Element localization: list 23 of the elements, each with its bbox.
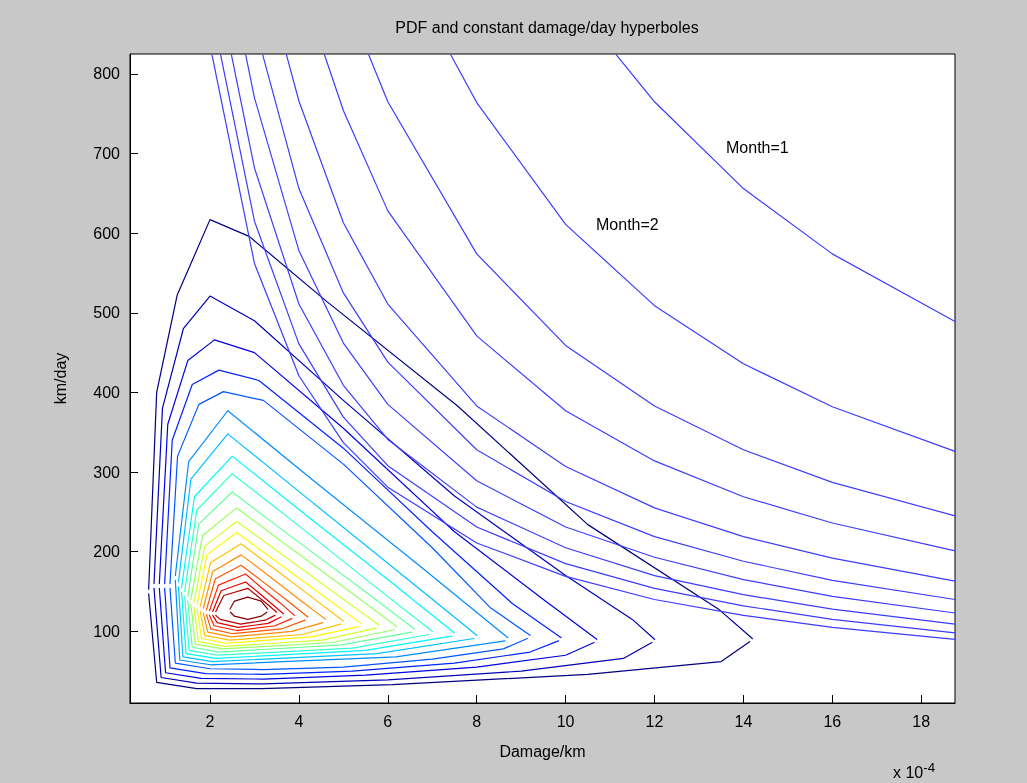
annotation: Month=1 [726, 138, 789, 158]
x-tick-label: 2 [205, 712, 215, 730]
y-tick-label: 100 [93, 622, 121, 640]
chart-title: PDF and constant damage/day hyperboles [395, 18, 699, 36]
x-tick-label: 6 [383, 712, 393, 730]
y-tick-label: 600 [93, 224, 121, 242]
x-tick-label: 16 [823, 712, 842, 730]
y-tick-label: 400 [93, 383, 121, 401]
y-tick-label: 300 [93, 463, 121, 481]
x-axis-title: Damage/km [499, 742, 586, 760]
y-tick-label: 200 [93, 543, 121, 561]
x-tick-label: 8 [472, 712, 482, 730]
y-tick-label: 800 [93, 65, 121, 83]
x-tick-label: 14 [734, 712, 753, 730]
x-tick-label: 10 [556, 712, 575, 730]
y-tick-label: 700 [93, 145, 121, 163]
x-tick-label: 12 [645, 712, 664, 730]
y-axis-title: km/day [51, 352, 69, 405]
x-tick-label: 18 [912, 712, 931, 730]
x-tick-label: 4 [294, 712, 304, 730]
annotation: Month=2 [596, 215, 659, 235]
text: x 10$^{-4}$ [893, 759, 936, 783]
y-tick-label: 500 [93, 304, 121, 322]
